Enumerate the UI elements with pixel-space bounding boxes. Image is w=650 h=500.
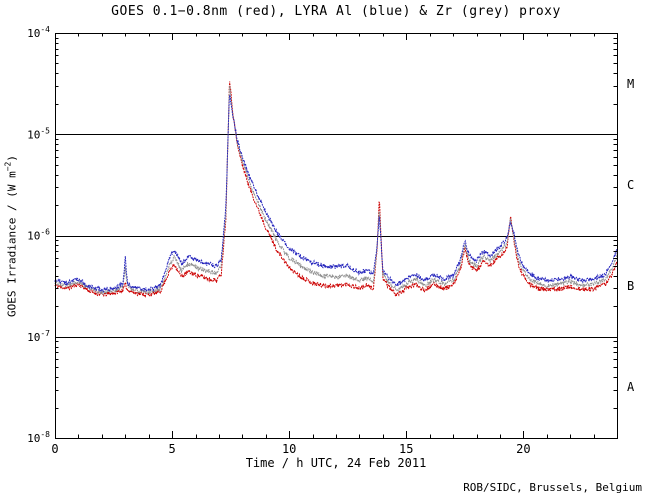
series-lyra-zr-grey bbox=[54, 86, 618, 296]
x-tick-label: 5 bbox=[168, 442, 175, 456]
series-goes-red bbox=[54, 81, 618, 298]
y-tick-label: 10-7 bbox=[27, 329, 50, 344]
flare-class-label-a: A bbox=[627, 380, 635, 394]
flare-class-label-c: C bbox=[627, 178, 635, 192]
y-tick-label: 10-8 bbox=[27, 430, 50, 445]
x-tick-label: 20 bbox=[516, 442, 530, 456]
x-tick-label: 10 bbox=[282, 442, 296, 456]
chart-title: GOES 0.1−0.8nm (red), LYRA Al (blue) & Z… bbox=[111, 4, 561, 19]
x-axis-label: Time / h UTC, 24 Feb 2011 bbox=[245, 456, 427, 470]
series-lyra-al-blue bbox=[54, 94, 618, 293]
y-tick-label: 10-6 bbox=[27, 228, 50, 243]
flare-class-label-m: M bbox=[627, 77, 635, 91]
y-tick-label: 10-4 bbox=[27, 25, 50, 40]
y-tick-label: 10-5 bbox=[27, 126, 50, 141]
x-tick-label: 0 bbox=[51, 442, 58, 456]
flare-class-label-b: B bbox=[627, 279, 635, 293]
credit-text: ROB/SIDC, Brussels, Belgium bbox=[463, 481, 642, 494]
x-tick-label: 15 bbox=[399, 442, 413, 456]
